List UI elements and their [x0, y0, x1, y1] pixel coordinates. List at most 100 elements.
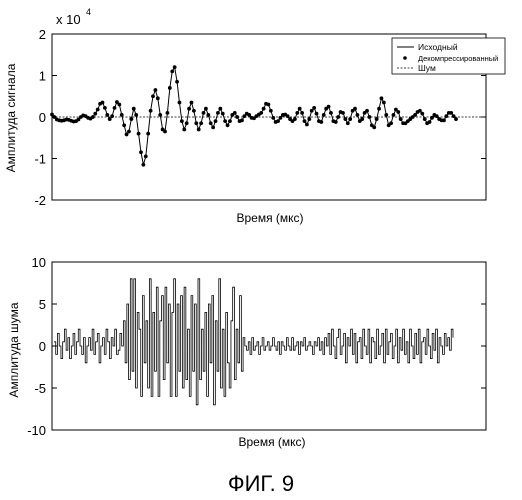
- decompressed-point: [218, 106, 223, 111]
- decompressed-point: [302, 119, 307, 124]
- decompressed-point: [194, 121, 199, 126]
- decompressed-point: [189, 100, 194, 105]
- signal-x-axis-label: Время (мкс): [236, 211, 303, 225]
- decompressed-point: [360, 117, 365, 121]
- signal-legend: Исходный Декомпрессированный Шум: [391, 37, 506, 75]
- decompressed-point: [232, 110, 237, 115]
- decompressed-point: [110, 114, 115, 119]
- decompressed-point: [103, 105, 107, 110]
- decompressed-point: [413, 113, 418, 117]
- decompressed-point: [393, 107, 398, 112]
- decompressed-point: [95, 107, 100, 112]
- decompressed-point: [223, 119, 228, 124]
- decompressed-point: [343, 117, 348, 121]
- decompressed-point: [119, 113, 124, 117]
- decompressed-point: [420, 111, 425, 116]
- decompressed-point: [422, 117, 427, 121]
- signal-series: [50, 65, 458, 167]
- decompressed-point: [336, 115, 341, 119]
- decompressed-point: [242, 114, 247, 119]
- decompressed-point: [276, 119, 280, 124]
- noise-ytick-label: -10: [27, 423, 46, 438]
- decompressed-point: [131, 106, 136, 111]
- decompressed-point: [122, 123, 127, 128]
- decompressed-point: [151, 94, 155, 99]
- decompressed-point: [278, 115, 283, 120]
- legend-original-label: Исходный: [418, 42, 458, 52]
- decompressed-point: [434, 114, 439, 119]
- decompressed-point: [377, 106, 381, 111]
- decompressed-point: [90, 115, 95, 119]
- decompressed-point: [208, 121, 213, 126]
- decompressed-point: [372, 125, 377, 130]
- decompressed-point: [206, 113, 211, 117]
- decompressed-point: [204, 106, 208, 111]
- decompressed-point: [297, 106, 302, 111]
- y-exponent-base: x 10: [56, 12, 81, 27]
- decompressed-point: [418, 108, 422, 113]
- decompressed-point: [268, 108, 273, 113]
- decompressed-point: [367, 115, 372, 119]
- decompressed-point: [341, 110, 345, 115]
- decompressed-point: [379, 96, 384, 101]
- signal-ytick-label: -1: [34, 152, 46, 167]
- decompressed-point: [163, 129, 167, 134]
- decompressed-point: [365, 108, 369, 113]
- decompressed-point: [52, 115, 57, 119]
- signal-ytick-label: 1: [39, 69, 46, 84]
- decompressed-point: [211, 125, 216, 130]
- y-exponent-power: 4: [86, 7, 91, 17]
- noise-y-ticks: 10 5 0 -5 -10: [27, 255, 486, 438]
- signal-amplitude-chart: 2 1 0 -1 -2 x 10 4 Время (мкс) Амплитуда сиг…: [4, 7, 506, 225]
- decompressed-point: [430, 115, 434, 120]
- decompressed-point: [105, 113, 110, 117]
- decompressed-point: [326, 104, 331, 109]
- decompressed-point: [165, 110, 170, 115]
- decompressed-point: [247, 113, 252, 117]
- signal-ytick-label: 2: [39, 27, 46, 42]
- decompressed-point: [300, 110, 304, 115]
- figure-caption: ФИГ. 9: [228, 471, 294, 496]
- decompressed-point: [117, 102, 122, 107]
- decompressed-point: [321, 113, 326, 117]
- decompressed-point: [112, 105, 117, 110]
- decompressed-point: [76, 117, 81, 122]
- decompressed-point: [451, 114, 456, 119]
- signal-y-ticks: 2 1 0 -1 -2: [34, 27, 486, 208]
- decompressed-point: [449, 110, 454, 115]
- decompressed-point: [124, 132, 129, 137]
- noise-x-axis-label: Время (мкс): [238, 435, 305, 449]
- decompressed-point: [196, 127, 201, 132]
- legend-decompressed-label: Декомпрессированный: [418, 54, 498, 63]
- decompressed-point: [374, 117, 379, 121]
- decompressed-point: [141, 162, 146, 167]
- decompressed-point: [329, 110, 333, 115]
- decompressed-point: [170, 69, 175, 74]
- signal-y-axis-label: Амплитуда сигнала: [4, 63, 18, 172]
- decompressed-point: [240, 118, 244, 123]
- decompressed-point: [454, 117, 458, 121]
- decompressed-point: [216, 110, 220, 115]
- decompressed-point: [107, 117, 112, 121]
- noise-ytick-label: 5: [39, 297, 46, 312]
- decompressed-point: [305, 122, 309, 127]
- decompressed-point: [398, 117, 403, 121]
- decompressed-point: [199, 121, 204, 126]
- decompressed-point: [139, 150, 143, 155]
- decompressed-point: [295, 110, 300, 115]
- decompressed-point: [261, 106, 266, 111]
- decompressed-point: [115, 100, 119, 104]
- decompressed-point: [100, 100, 105, 105]
- decompressed-point: [50, 112, 54, 117]
- decompressed-point: [391, 113, 396, 117]
- decompressed-point: [319, 120, 324, 124]
- decompressed-point: [292, 117, 297, 121]
- noise-ytick-label: -5: [34, 381, 46, 396]
- decompressed-point: [213, 119, 218, 124]
- decompressed-point: [314, 111, 319, 116]
- decompressed-point: [381, 100, 386, 105]
- decompressed-point: [307, 117, 312, 121]
- noise-ytick-label: 0: [39, 339, 46, 354]
- decompressed-point: [333, 120, 338, 124]
